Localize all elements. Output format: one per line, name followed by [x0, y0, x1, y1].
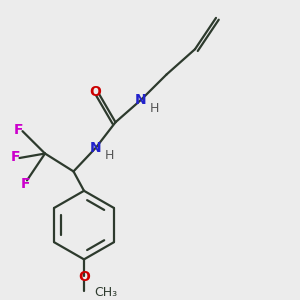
Text: F: F	[14, 123, 24, 137]
Text: F: F	[21, 177, 30, 191]
Text: N: N	[135, 93, 147, 107]
Text: H: H	[150, 102, 159, 115]
Text: H: H	[105, 148, 114, 161]
Text: CH₃: CH₃	[94, 286, 118, 299]
Text: F: F	[11, 149, 21, 164]
Text: O: O	[78, 270, 90, 284]
Text: N: N	[90, 141, 102, 154]
Text: O: O	[89, 85, 101, 99]
